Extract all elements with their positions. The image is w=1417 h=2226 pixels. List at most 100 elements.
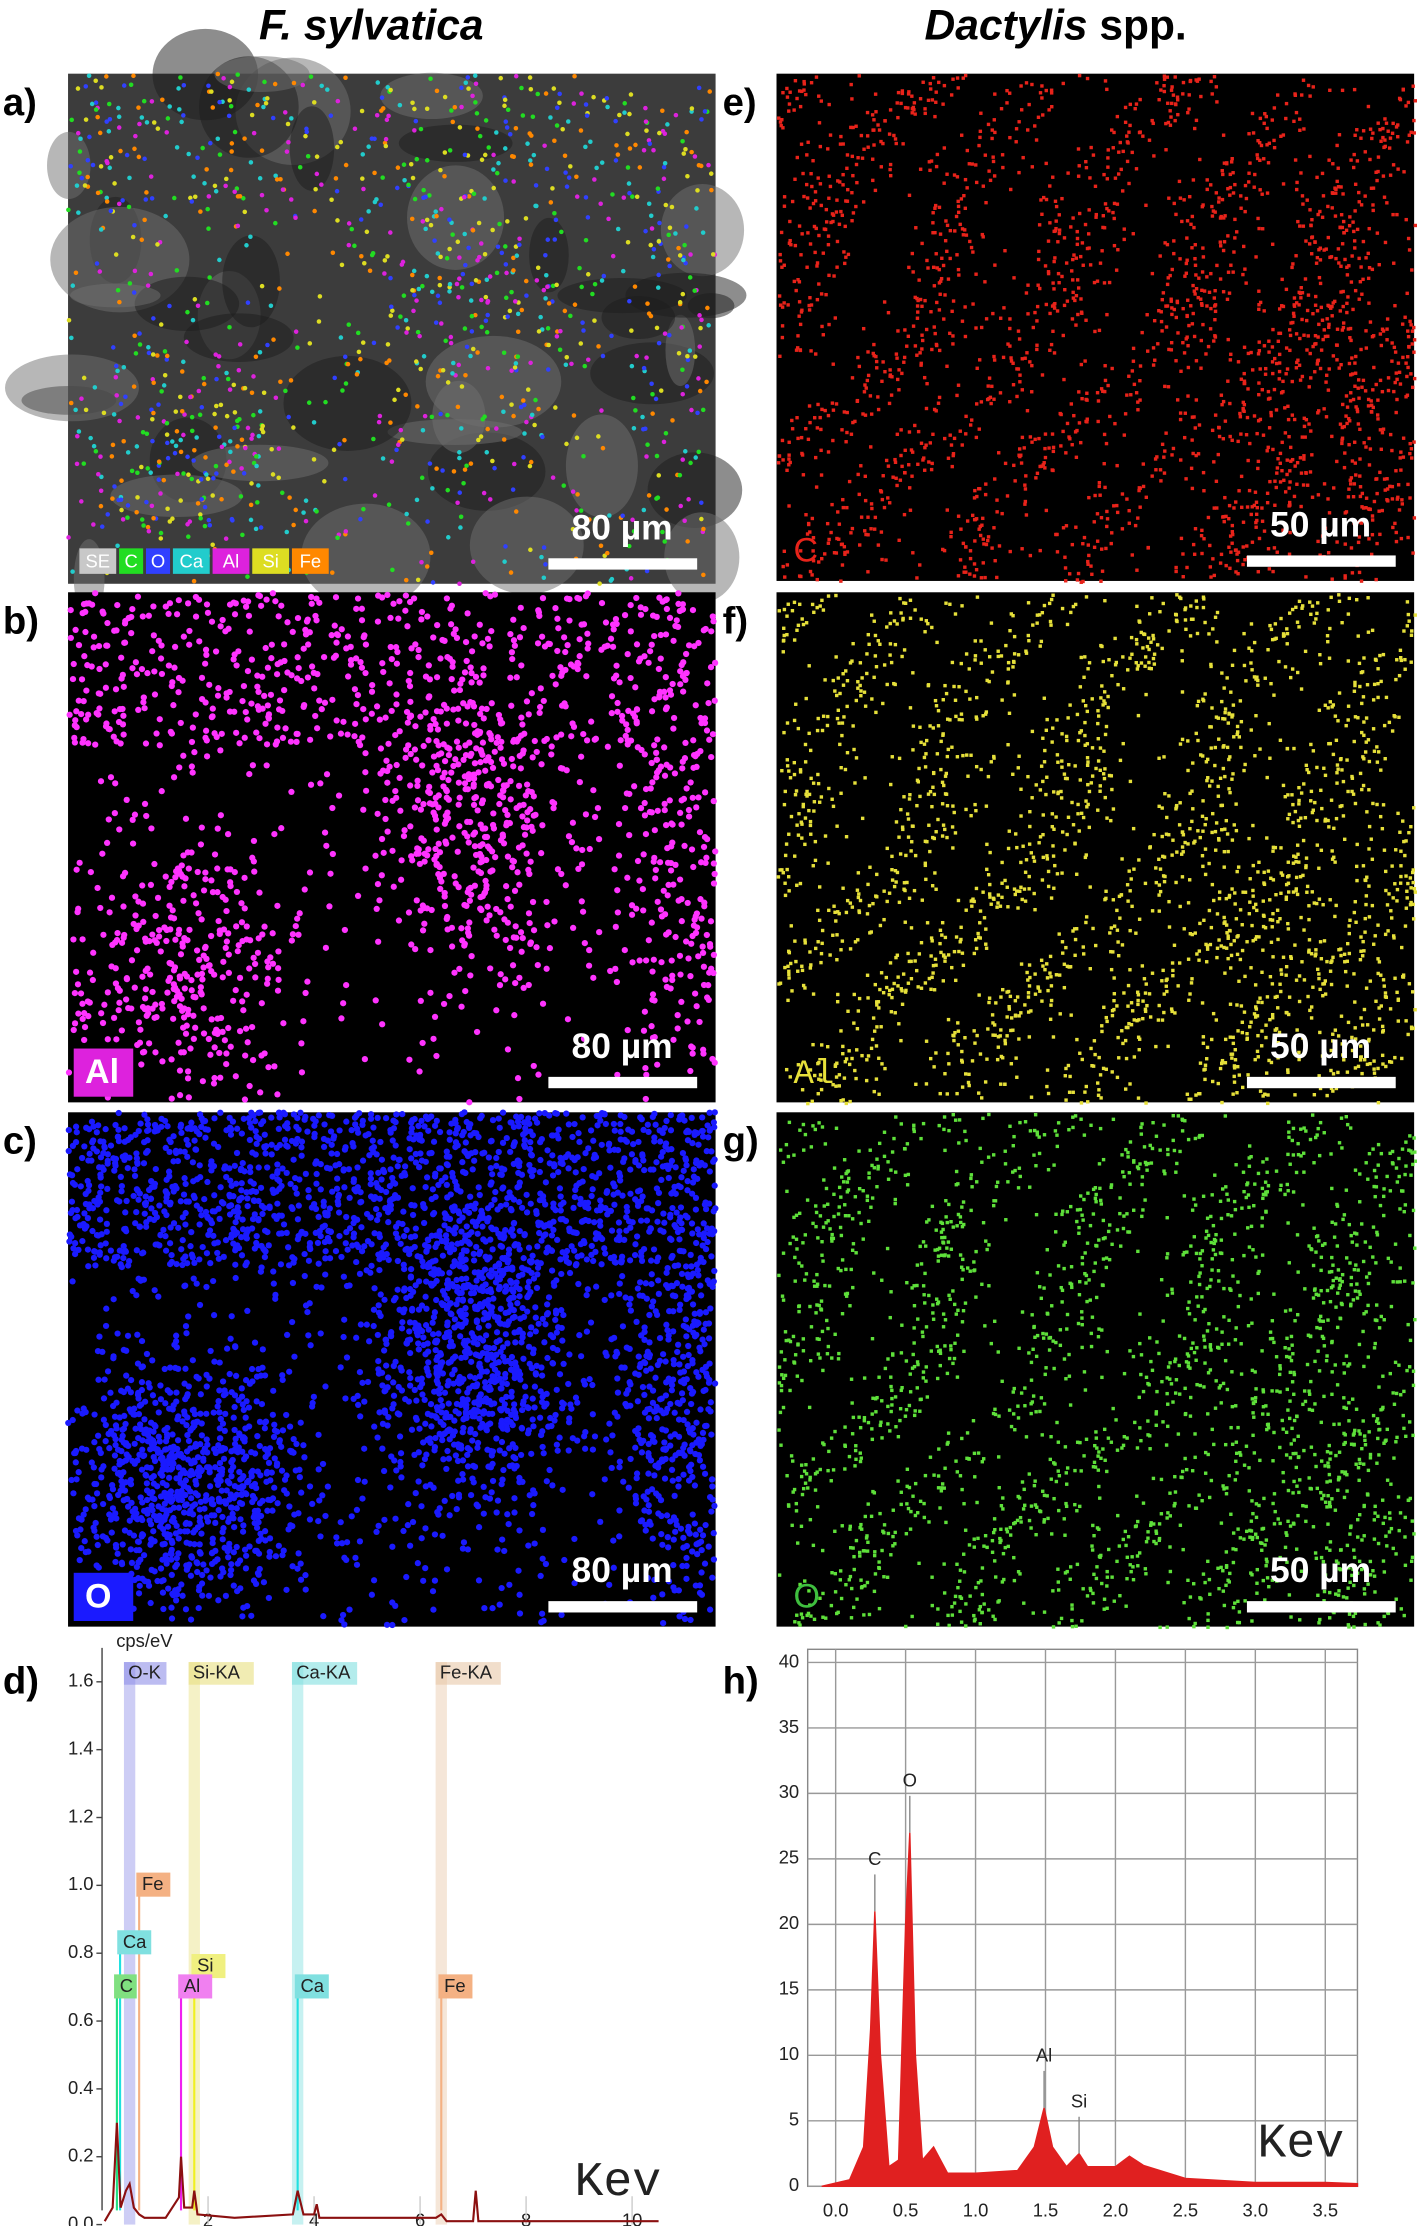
- element-dot: [210, 105, 216, 110]
- element-dot: [655, 285, 661, 290]
- element-dot: [212, 183, 218, 189]
- element-dot: [231, 1403, 238, 1411]
- element-dot: [407, 669, 414, 677]
- element-dot: [224, 1478, 231, 1485]
- element-dot: [421, 920, 428, 927]
- element-dot: [531, 737, 538, 745]
- element-dot: [582, 1445, 589, 1452]
- element-dot: [512, 979, 519, 987]
- element-dot: [178, 449, 184, 455]
- element-dot: [483, 118, 489, 123]
- element-dot: [507, 796, 514, 803]
- element-dot: [653, 774, 660, 781]
- element-dot: [477, 894, 484, 901]
- element-dot: [260, 423, 266, 429]
- element-dot: [84, 998, 91, 1005]
- element-dot: [527, 858, 534, 865]
- element-dot: [706, 736, 713, 743]
- element-dot: [512, 365, 518, 370]
- element-dot: [343, 1118, 350, 1125]
- element-dot: [414, 497, 420, 503]
- element-dot: [375, 1302, 382, 1309]
- element-dot: [72, 1123, 80, 1130]
- legend-label: Al: [223, 550, 239, 571]
- element-dot: [246, 965, 253, 972]
- element-dot: [205, 206, 210, 212]
- legend-label: Ca: [180, 550, 204, 571]
- element-dot: [111, 412, 117, 417]
- element-dot: [316, 319, 322, 324]
- element-dot: [143, 1350, 151, 1358]
- element-dot: [330, 250, 336, 256]
- element-dot: [359, 108, 365, 114]
- element-dot: [144, 190, 149, 195]
- element-dot: [219, 1536, 226, 1543]
- element-dot: [493, 1509, 500, 1516]
- element-dot: [116, 105, 121, 111]
- element-dot: [367, 1175, 375, 1182]
- element-dot: [707, 664, 715, 671]
- element-dot: [174, 268, 180, 273]
- element-dot: [305, 153, 311, 159]
- element-dot: [662, 331, 668, 336]
- element-dot: [511, 255, 516, 261]
- element-dot: [592, 177, 597, 182]
- element-dot: [380, 175, 385, 180]
- element-dot: [639, 1152, 646, 1160]
- element-dot: [74, 909, 81, 916]
- element-dot: [447, 289, 452, 294]
- element-dot: [150, 603, 157, 610]
- element-dot: [703, 727, 711, 734]
- element-dot: [644, 128, 649, 133]
- element-dot: [540, 1450, 547, 1457]
- element-dot: [131, 1172, 139, 1180]
- element-dot: [233, 1543, 240, 1551]
- element-dot: [135, 495, 140, 500]
- element-dot: [471, 829, 479, 836]
- element-dot: [626, 790, 633, 798]
- element-dot: [708, 171, 714, 176]
- element-dot: [608, 1292, 615, 1299]
- element-dot: [401, 827, 408, 834]
- element-dot: [496, 1337, 503, 1344]
- element-dot: [610, 192, 615, 197]
- element-dot: [471, 882, 479, 889]
- element-dot: [75, 86, 81, 91]
- element-dot: [156, 402, 161, 407]
- element-dot: [202, 504, 208, 510]
- element-dot: [655, 665, 662, 673]
- element-dot: [538, 314, 543, 320]
- element-dot: [452, 104, 458, 110]
- element-dot: [104, 195, 110, 201]
- element-dot: [428, 550, 434, 556]
- element-dot: [708, 1148, 715, 1155]
- element-dot: [578, 128, 584, 133]
- element-dot: [192, 297, 198, 302]
- element-dot: [165, 440, 170, 446]
- element-dot: [171, 997, 178, 1005]
- element-dot: [230, 656, 237, 663]
- element-dot: [422, 1183, 429, 1191]
- element-dot: [663, 596, 670, 603]
- element-dot: [198, 512, 203, 517]
- element-dot: [284, 529, 290, 535]
- element-dot: [83, 117, 89, 122]
- element-dot: [485, 754, 492, 761]
- element-dot: [432, 238, 437, 243]
- element-dot: [302, 989, 309, 997]
- element-dot: [620, 513, 625, 519]
- element-dot: [248, 517, 254, 523]
- element-dot: [335, 1209, 343, 1216]
- element-dot: [684, 129, 689, 135]
- element-dot: [706, 1494, 714, 1501]
- element-dot: [145, 524, 151, 530]
- element-dot: [494, 1546, 501, 1553]
- element-dot: [251, 868, 258, 875]
- element-dot: [696, 449, 701, 455]
- element-dot: [131, 73, 136, 79]
- element-dot: [455, 500, 460, 506]
- element-dot: [274, 1161, 281, 1168]
- element-dot: [322, 1271, 329, 1278]
- element-dot: [527, 75, 533, 80]
- element-dot: [387, 358, 392, 363]
